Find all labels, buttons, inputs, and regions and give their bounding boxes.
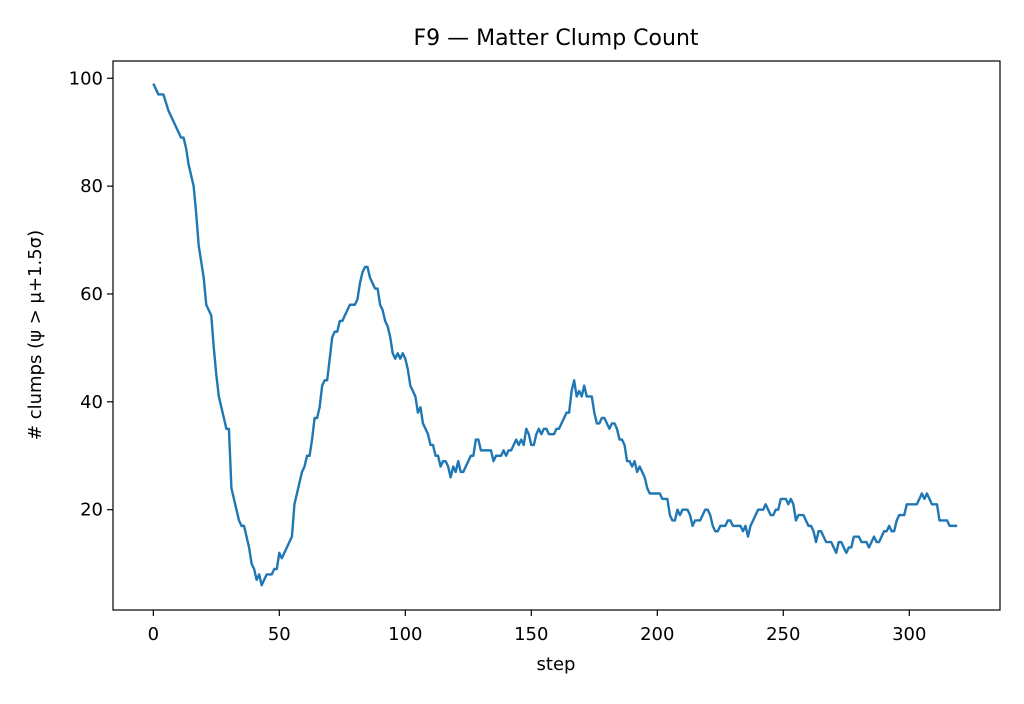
series-layer (152, 83, 958, 587)
y-tick-label: 20 (80, 500, 103, 521)
x-tick-label: 250 (766, 624, 800, 645)
y-axis-ticks: 20 40 60 80 100 (69, 68, 113, 521)
x-tick-label: 300 (892, 624, 926, 645)
x-axis-label: step (537, 654, 576, 675)
x-tick-label: 0 (148, 624, 159, 645)
y-tick-label: 80 (80, 176, 103, 197)
x-tick-label: 100 (388, 624, 422, 645)
chart-title: F9 — Matter Clump Count (413, 26, 698, 51)
x-tick-label: 200 (640, 624, 674, 645)
x-axis-ticks: 0 50 100 150 200 250 300 (148, 610, 926, 645)
x-tick-label: 150 (514, 624, 548, 645)
x-tick-label: 50 (268, 624, 291, 645)
y-tick-label: 100 (69, 68, 103, 89)
y-tick-label: 60 (80, 284, 103, 305)
y-axis-label: # clumps (ψ > μ+1.5σ) (25, 230, 46, 440)
plot-frame (112, 60, 1001, 611)
y-tick-label: 40 (80, 392, 103, 413)
series-line-0 (152, 83, 958, 587)
